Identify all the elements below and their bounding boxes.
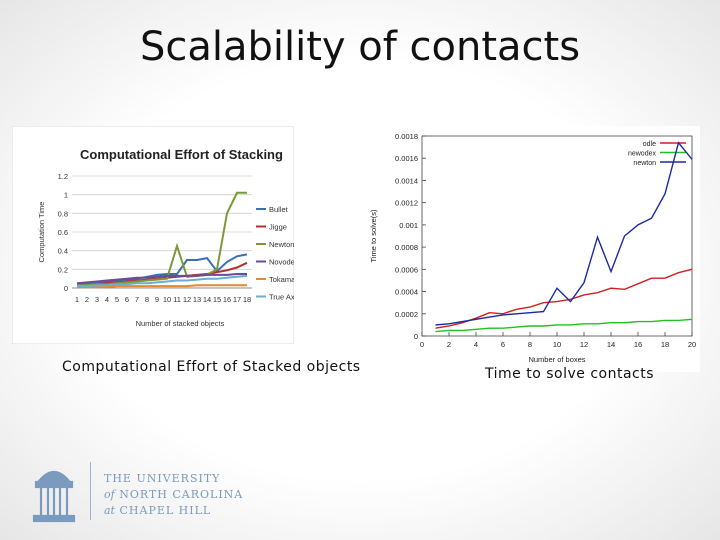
chart1-ytick-label: 0	[64, 284, 68, 293]
chart2-xtick-label: 2	[447, 340, 451, 349]
chart2-xtick-label: 10	[553, 340, 561, 349]
chart2-ytick-label: 0.0014	[395, 176, 418, 185]
chart1-xtick-label: 6	[125, 295, 129, 304]
chart1-y-axis-label: Computation Time	[37, 202, 46, 263]
chart1-legend-label: Jigge	[269, 223, 287, 232]
chart1-xtick-label: 7	[135, 295, 139, 304]
chart2-series-line-newodex	[435, 318, 693, 333]
chart2-ytick-label: 0.0016	[395, 154, 418, 163]
left-chart-caption: Computational Effort of Stacked objects	[62, 359, 361, 375]
logo-divider	[90, 462, 91, 520]
chart2-ytick-label: 0.0018	[395, 132, 418, 141]
chart2-y-axis-label: Time to solve(s)	[369, 209, 378, 263]
chart1-legend-label: Novodex	[269, 258, 294, 267]
chart1-xtick-label: 4	[105, 295, 109, 304]
right-chart-caption: Time to solve contacts	[485, 366, 654, 382]
chart2-background	[364, 126, 700, 372]
chart2-xtick-label: 0	[420, 340, 424, 349]
chart1-series-line-novodex	[76, 273, 247, 285]
chart1-xtick-label: 13	[193, 295, 201, 304]
wordmark-nc: NORTH CAROLINA	[119, 488, 244, 501]
chart1-xtick-label: 5	[115, 295, 119, 304]
chart1-xtick-label: 14	[203, 295, 211, 304]
chart1-xtick-label: 12	[183, 295, 191, 304]
chart1-ytick-label: 0.8	[58, 209, 68, 218]
chart2-xtick-label: 6	[501, 340, 505, 349]
wordmark-of: of	[104, 488, 115, 501]
chart2-ytick-label: 0.0002	[395, 310, 418, 319]
chart1-background	[12, 126, 294, 344]
chart2-xtick-label: 16	[634, 340, 642, 349]
chart1-xtick-label: 8	[145, 295, 149, 304]
chart2-legend-label: newton	[633, 160, 656, 167]
chart1-legend-label: Tokamak	[269, 275, 294, 284]
chart1-ytick-label: 0.6	[58, 228, 68, 237]
chart2-ytick-label: 0.0006	[395, 265, 418, 274]
chart2-xtick-label: 20	[688, 340, 696, 349]
chart1-xtick-label: 17	[233, 295, 241, 304]
university-wordmark: THE UNIVERSITY of NORTH CAROLINA at CHAP…	[104, 471, 243, 519]
chart1-xtick-label: 18	[243, 295, 251, 304]
wordmark-ch: CHAPEL HILL	[119, 504, 212, 517]
chart1-series-line-true-axis	[77, 274, 248, 288]
contact-solve-time-chart: 0 0.0002 0.0004 0.0006 0.0008 0.001 0.0012 0.00…	[364, 126, 700, 372]
chart2-ytick-label: 0	[414, 332, 418, 341]
chart1-xtick-label: 3	[95, 295, 99, 304]
chart1-xtick-label: 16	[223, 295, 231, 304]
wordmark-line-3: at CHAPEL HILL	[104, 503, 243, 519]
chart2-ytick-label: 0.0008	[395, 243, 418, 252]
chart1-ytick-label: 1.2	[58, 172, 68, 181]
chart1-legend-label: Newton	[269, 240, 294, 249]
wordmark-line-1: THE UNIVERSITY	[104, 472, 221, 485]
chart2-ytick-label: 0.0004	[395, 288, 418, 297]
chart2-xtick-label: 12	[580, 340, 588, 349]
chart2-series-line-odle	[435, 268, 693, 329]
chart1-ytick-label: 0.2	[58, 265, 68, 274]
chart1-xtick-label: 15	[213, 295, 221, 304]
chart2-ytick-label: 0.0012	[395, 199, 418, 208]
stacking-effort-chart: Computational Effort of Stacking 0 0.2 0.4 0…	[12, 126, 294, 344]
chart1-xtick-label: 2	[85, 295, 89, 304]
university-old-well-logo	[32, 470, 76, 523]
chart1-xtick-label: 9	[155, 295, 159, 304]
wordmark-line-2: of NORTH CAROLINA	[104, 487, 243, 503]
chart1-legend-label: Bullet	[269, 205, 289, 214]
chart2-ytick-label: 0.001	[399, 221, 418, 230]
chart1-xtick-label: 1	[75, 295, 79, 304]
chart1-x-axis-label: Number of stacked objects	[136, 319, 225, 328]
chart1-ytick-label: 0.4	[58, 247, 68, 256]
chart1-title: Computational Effort of Stacking	[80, 147, 283, 162]
chart1-legend-label: True Axis	[269, 293, 294, 302]
chart2-xtick-label: 14	[607, 340, 615, 349]
chart1-ytick-label: 1	[64, 191, 68, 200]
chart1-series-line-tokamak	[77, 284, 247, 289]
wordmark-at: at	[104, 504, 115, 517]
chart2-xtick-label: 4	[474, 340, 478, 349]
chart2-xtick-label: 18	[661, 340, 669, 349]
chart2-legend-label: odle	[643, 141, 656, 148]
chart2-series-line-newton	[435, 141, 693, 326]
slide-title: Scalability of contacts	[139, 24, 581, 70]
chart2-legend-label: newodex	[628, 151, 657, 158]
chart1-xtick-label: 11	[173, 295, 181, 304]
chart2-x-axis-label: Number of boxes	[528, 355, 585, 364]
chart2-xtick-label: 8	[528, 340, 532, 349]
chart1-xtick-label: 10	[163, 295, 171, 304]
